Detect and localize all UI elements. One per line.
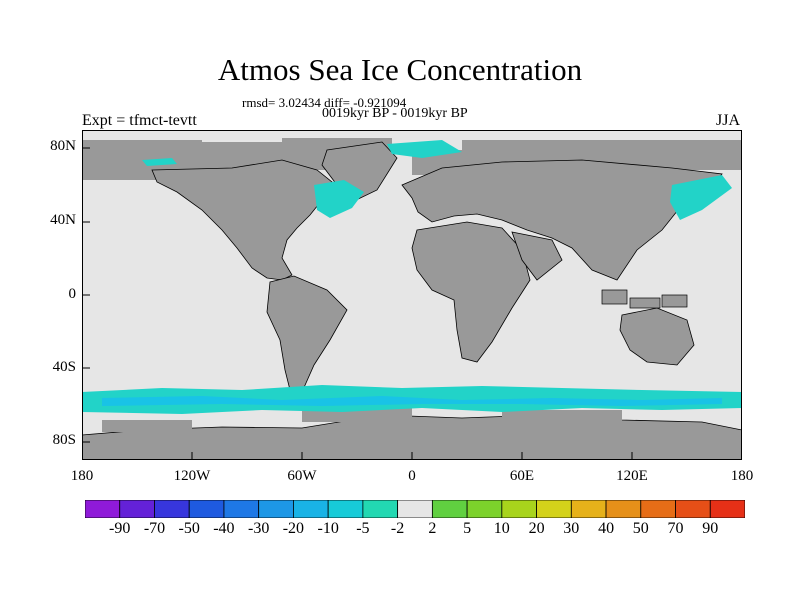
map-title: Atmos Sea Ice Concentration <box>217 52 583 87</box>
colorbar-swatch-0 <box>85 500 121 518</box>
colorbar-swatch-9 <box>397 500 433 518</box>
colorbar-label: 5 <box>463 520 472 537</box>
experiment-label: Expt = tfmct-tevtt <box>82 112 197 129</box>
colorbar <box>85 500 745 518</box>
colorbar-label: 2 <box>428 520 437 537</box>
lon-label-60e: 60E <box>509 468 535 484</box>
australia <box>619 307 695 366</box>
colorbar-label: 90 <box>702 520 719 537</box>
colorbar-label: -50 <box>178 520 200 537</box>
colorbar-label: 70 <box>667 520 684 537</box>
lat-label-40n: 40N <box>50 212 76 228</box>
colorbar-label: 30 <box>563 520 580 537</box>
colorbar-swatch-18 <box>709 500 745 518</box>
colorbar-swatch-6 <box>293 500 329 518</box>
north-america <box>151 159 333 281</box>
lon-label-120w: 120W <box>173 468 211 484</box>
lat-label-80n: 80N <box>50 138 76 154</box>
colorbar-label: 10 <box>493 520 510 537</box>
colorbar-swatch-16 <box>640 500 676 518</box>
season-label: JJA <box>716 112 741 129</box>
colorbar-label: -90 <box>109 520 131 537</box>
colorbar-swatch-1 <box>119 500 155 518</box>
colorbar-label: -30 <box>248 520 270 537</box>
lat-label-80s: 80S <box>52 432 76 448</box>
north-atlantic-ice-patch <box>314 180 364 218</box>
colorbar-swatch-12 <box>501 500 537 518</box>
colorbar-label: -10 <box>317 520 339 537</box>
lon-label-180-right: 180 <box>730 468 754 484</box>
colorbar-swatch-11 <box>466 500 503 518</box>
rmsd-diff-stats: rmsd= 3.02434 diff= -0.921094 <box>242 95 407 110</box>
colorbar-swatch-3 <box>188 500 225 518</box>
colorbar-label: 50 <box>632 520 649 537</box>
colorbar-swatch-17 <box>675 500 711 518</box>
lat-label-40s: 40S <box>52 359 76 375</box>
lon-label-60w: 60W <box>287 468 317 484</box>
colorbar-label: -2 <box>390 520 405 537</box>
lon-label-120e: 120E <box>616 468 648 484</box>
world-map <box>82 130 742 460</box>
colorbar-label: -20 <box>282 520 305 537</box>
colorbar-label: 40 <box>598 520 615 537</box>
africa <box>411 221 531 363</box>
colorbar-swatch-13 <box>536 500 572 518</box>
arctic-ice-patch <box>142 158 177 166</box>
south-america <box>266 275 348 399</box>
southeast-asia-islands <box>601 289 688 309</box>
period-subtitle: 0019kyr BP - 0019kyr BP <box>322 106 468 121</box>
colorbar-swatch-15 <box>605 500 642 518</box>
colorbar-label: 20 <box>528 520 545 537</box>
lon-label-180-left: 180 <box>70 468 94 484</box>
lat-label-0: 0 <box>68 286 77 302</box>
eurasia <box>401 159 723 281</box>
arabia <box>511 231 563 281</box>
lon-label-0: 0 <box>408 468 416 484</box>
colorbar-label: -5 <box>356 520 370 537</box>
colorbar-swatch-5 <box>258 500 294 518</box>
colorbar-label: -40 <box>213 520 235 537</box>
okhotsk-ice-patch <box>670 175 732 220</box>
colorbar-swatch-8 <box>362 500 399 518</box>
southern-ocean-ice-band-inner <box>102 396 722 406</box>
colorbar-label: -70 <box>143 520 166 537</box>
colorbar-swatch-2 <box>154 500 190 518</box>
colorbar-swatch-7 <box>327 500 364 518</box>
axis-ticks <box>82 147 633 460</box>
colorbar-swatch-10 <box>431 500 468 518</box>
barents-ice-patch <box>387 140 462 158</box>
colorbar-swatch-14 <box>570 500 607 518</box>
colorbar-swatch-4 <box>223 500 260 518</box>
